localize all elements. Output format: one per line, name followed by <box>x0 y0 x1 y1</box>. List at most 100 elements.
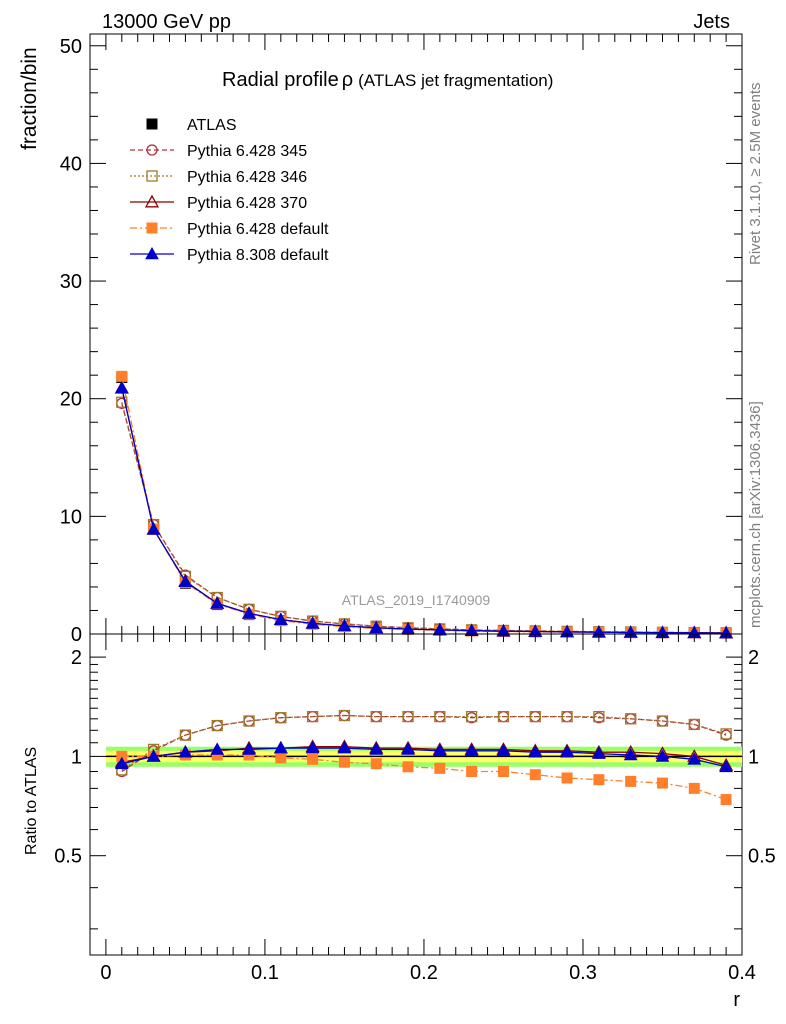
data-point-p6def <box>116 370 128 382</box>
ratio-point-p6def <box>529 769 541 781</box>
ratio-point-p8def <box>146 749 161 762</box>
ratio-point-p6def <box>402 761 414 773</box>
ratio-point-p8def <box>369 742 384 755</box>
ratio-point-p346 <box>306 710 319 723</box>
legend-label: Pythia 6.428 default <box>187 221 329 238</box>
ratio-frame <box>89 633 743 956</box>
ratio-point-p6def <box>593 774 605 786</box>
ratio-point-p346 <box>466 710 478 723</box>
ratio-point-p346 <box>370 710 382 723</box>
ratio-point-p8def <box>114 756 129 770</box>
ratio-point-p8def <box>592 746 606 759</box>
ratio-point-p8def <box>210 742 225 755</box>
ratio-point-p6def <box>307 753 319 765</box>
ratio-point-p8def <box>560 745 574 758</box>
ratio-point-p346 <box>593 710 605 723</box>
legend: ATLAS Pythia 6.428 345 Pythia 6.428 346 Pyt… <box>130 117 329 264</box>
ratio-point-p6def <box>688 782 700 794</box>
legend-entry-p370: Pythia 6.428 370 <box>130 194 307 212</box>
legend-entry-p345: Pythia 6.428 345 <box>130 143 307 160</box>
rivet-label: Rivet 3.1.10, ≥ 2.5M events <box>747 83 764 266</box>
ratio-point-p6def <box>434 762 446 774</box>
ratio-point-p8def <box>433 743 447 757</box>
ratio-point-p346 <box>402 710 414 723</box>
x-tick-label: 0 <box>100 962 111 984</box>
ratio-ylabel: Ratio to ATLAS <box>23 747 40 855</box>
legend-marker-p6def <box>146 222 158 234</box>
legend-marker-p370 <box>144 194 160 208</box>
ratio-point-p346 <box>656 715 669 727</box>
x-tick-label: 0.2 <box>410 962 438 984</box>
ratio-point-p346 <box>243 715 255 727</box>
ratio-line-p346 <box>121 714 727 771</box>
legend-marker-ATLAS <box>146 118 158 130</box>
ratio-point-p6def <box>625 775 637 787</box>
ratio-point-p346 <box>561 710 573 723</box>
ratio-point-p346 <box>434 710 446 723</box>
watermark: ATLAS_2019_I1740909 <box>342 592 491 608</box>
main-ytick-label: 50 <box>60 36 82 58</box>
ratio-point-p346 <box>720 728 732 740</box>
main-ytick-label: 40 <box>60 153 82 175</box>
ratio-point-p6def <box>370 758 382 770</box>
series-p8def <box>114 381 733 639</box>
ratio-point-p346 <box>497 710 510 723</box>
main-ytick-label: 30 <box>60 271 82 293</box>
x-tick-label: 0.3 <box>569 962 597 984</box>
legend-label: Pythia 6.428 345 <box>187 143 307 160</box>
ratio-point-p6def <box>656 777 668 789</box>
legend-entry-ATLAS: ATLAS <box>146 117 237 134</box>
ratio-point-p8def <box>401 742 415 755</box>
ratio-point-p8def <box>178 745 193 758</box>
ratio-point-p8def <box>337 741 352 754</box>
data-point-p8def <box>273 612 288 625</box>
title-sub: (ATLAS jet fragmentation) <box>358 71 553 90</box>
main-ylabel: fraction/bin <box>18 47 41 150</box>
ratio-ytick-label: 0.5 <box>54 846 82 868</box>
ratio-line-p8def <box>121 747 727 768</box>
ratio-point-p6def <box>497 765 509 777</box>
data-point-p8def <box>305 616 320 629</box>
data-point-p8def <box>369 620 384 634</box>
ratio-point-p8def <box>719 759 733 773</box>
data-point-p8def <box>114 381 129 394</box>
x-axis-label: r <box>733 989 740 1011</box>
ratio-ytick-label: 2 <box>71 647 82 669</box>
ratio-point-p6def <box>720 794 732 806</box>
legend-entry-p6def: Pythia 6.428 default <box>130 221 329 238</box>
ratio-point-p346 <box>275 712 287 724</box>
ratio-series-p6def <box>116 749 732 806</box>
ratio-point-p346 <box>338 709 351 722</box>
legend-label: Pythia 6.428 346 <box>187 169 307 186</box>
x-tick-label: 0.4 <box>728 962 756 984</box>
ratio-series-p8def <box>114 741 733 773</box>
legend-entry-p346: Pythia 6.428 346 <box>130 169 307 186</box>
ratio-point-p8def <box>528 745 543 758</box>
ratio-point-p346 <box>179 729 192 741</box>
ratio-point-p346 <box>625 713 637 725</box>
ratio-ytick-label-right: 0.5 <box>748 846 776 868</box>
title-main: Radial profile <box>222 69 339 91</box>
ratio-series-p346 <box>116 709 732 776</box>
ratio-ytick-label-right: 1 <box>748 746 759 768</box>
main-ytick-label: 10 <box>60 506 82 528</box>
ratio-point-p8def <box>242 742 256 755</box>
ratio-panel: 0.5 0.5 1 1 2 2 0 0.1 0.2 0.3 0.4 <box>54 633 776 984</box>
x-tick-label: 0.1 <box>251 962 279 984</box>
ratio-point-p8def <box>464 743 479 757</box>
header-left: 13000 GeV pp <box>102 11 231 33</box>
title-rho: ρ <box>342 69 353 91</box>
legend-marker-p345 <box>146 144 158 156</box>
main-ytick-label: 0 <box>71 624 82 646</box>
ratio-point-p8def <box>273 741 288 754</box>
mcplots-label: mcplots.cern.ch [arXiv:1306.3436] <box>747 401 764 628</box>
ratio-point-p346 <box>529 710 541 723</box>
data-point-p8def <box>178 574 193 587</box>
ratio-point-p8def <box>687 752 702 765</box>
ratio-point-p8def <box>655 749 670 762</box>
ratio-point-p6def <box>275 752 287 764</box>
data-point-p8def <box>242 606 256 619</box>
series-line-p8def <box>121 387 727 634</box>
ratio-point-p8def <box>496 743 511 757</box>
